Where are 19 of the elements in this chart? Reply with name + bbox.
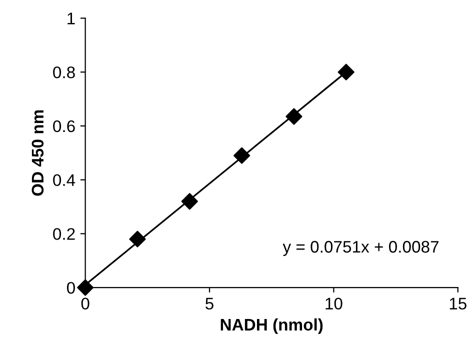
- point: [129, 230, 146, 248]
- y-tick-label: 0.2: [53, 228, 75, 240]
- point: [77, 279, 94, 296]
- x-tick-label: 15: [450, 298, 466, 310]
- point: [233, 147, 250, 164]
- x-tick-label: 5: [206, 298, 214, 310]
- annotation: y = 0.0751x + 0.0087: [282, 240, 438, 256]
- y-tick-label: 0.4: [53, 174, 76, 186]
- point: [338, 64, 354, 80]
- y-axis-title: OD 450 nm: [32, 110, 44, 196]
- y-tick-label: 0: [66, 282, 75, 294]
- x-axis-title: NADH (nmol): [220, 318, 323, 334]
- y-tick-label: 0.6: [53, 120, 75, 132]
- point: [286, 108, 302, 125]
- x-tick-label: 10: [326, 298, 342, 310]
- point: [181, 193, 198, 210]
- x-tick-label: 0: [81, 298, 90, 310]
- y-tick-label: 0.8: [53, 66, 75, 78]
- y-tick-label: 1: [68, 12, 75, 24]
